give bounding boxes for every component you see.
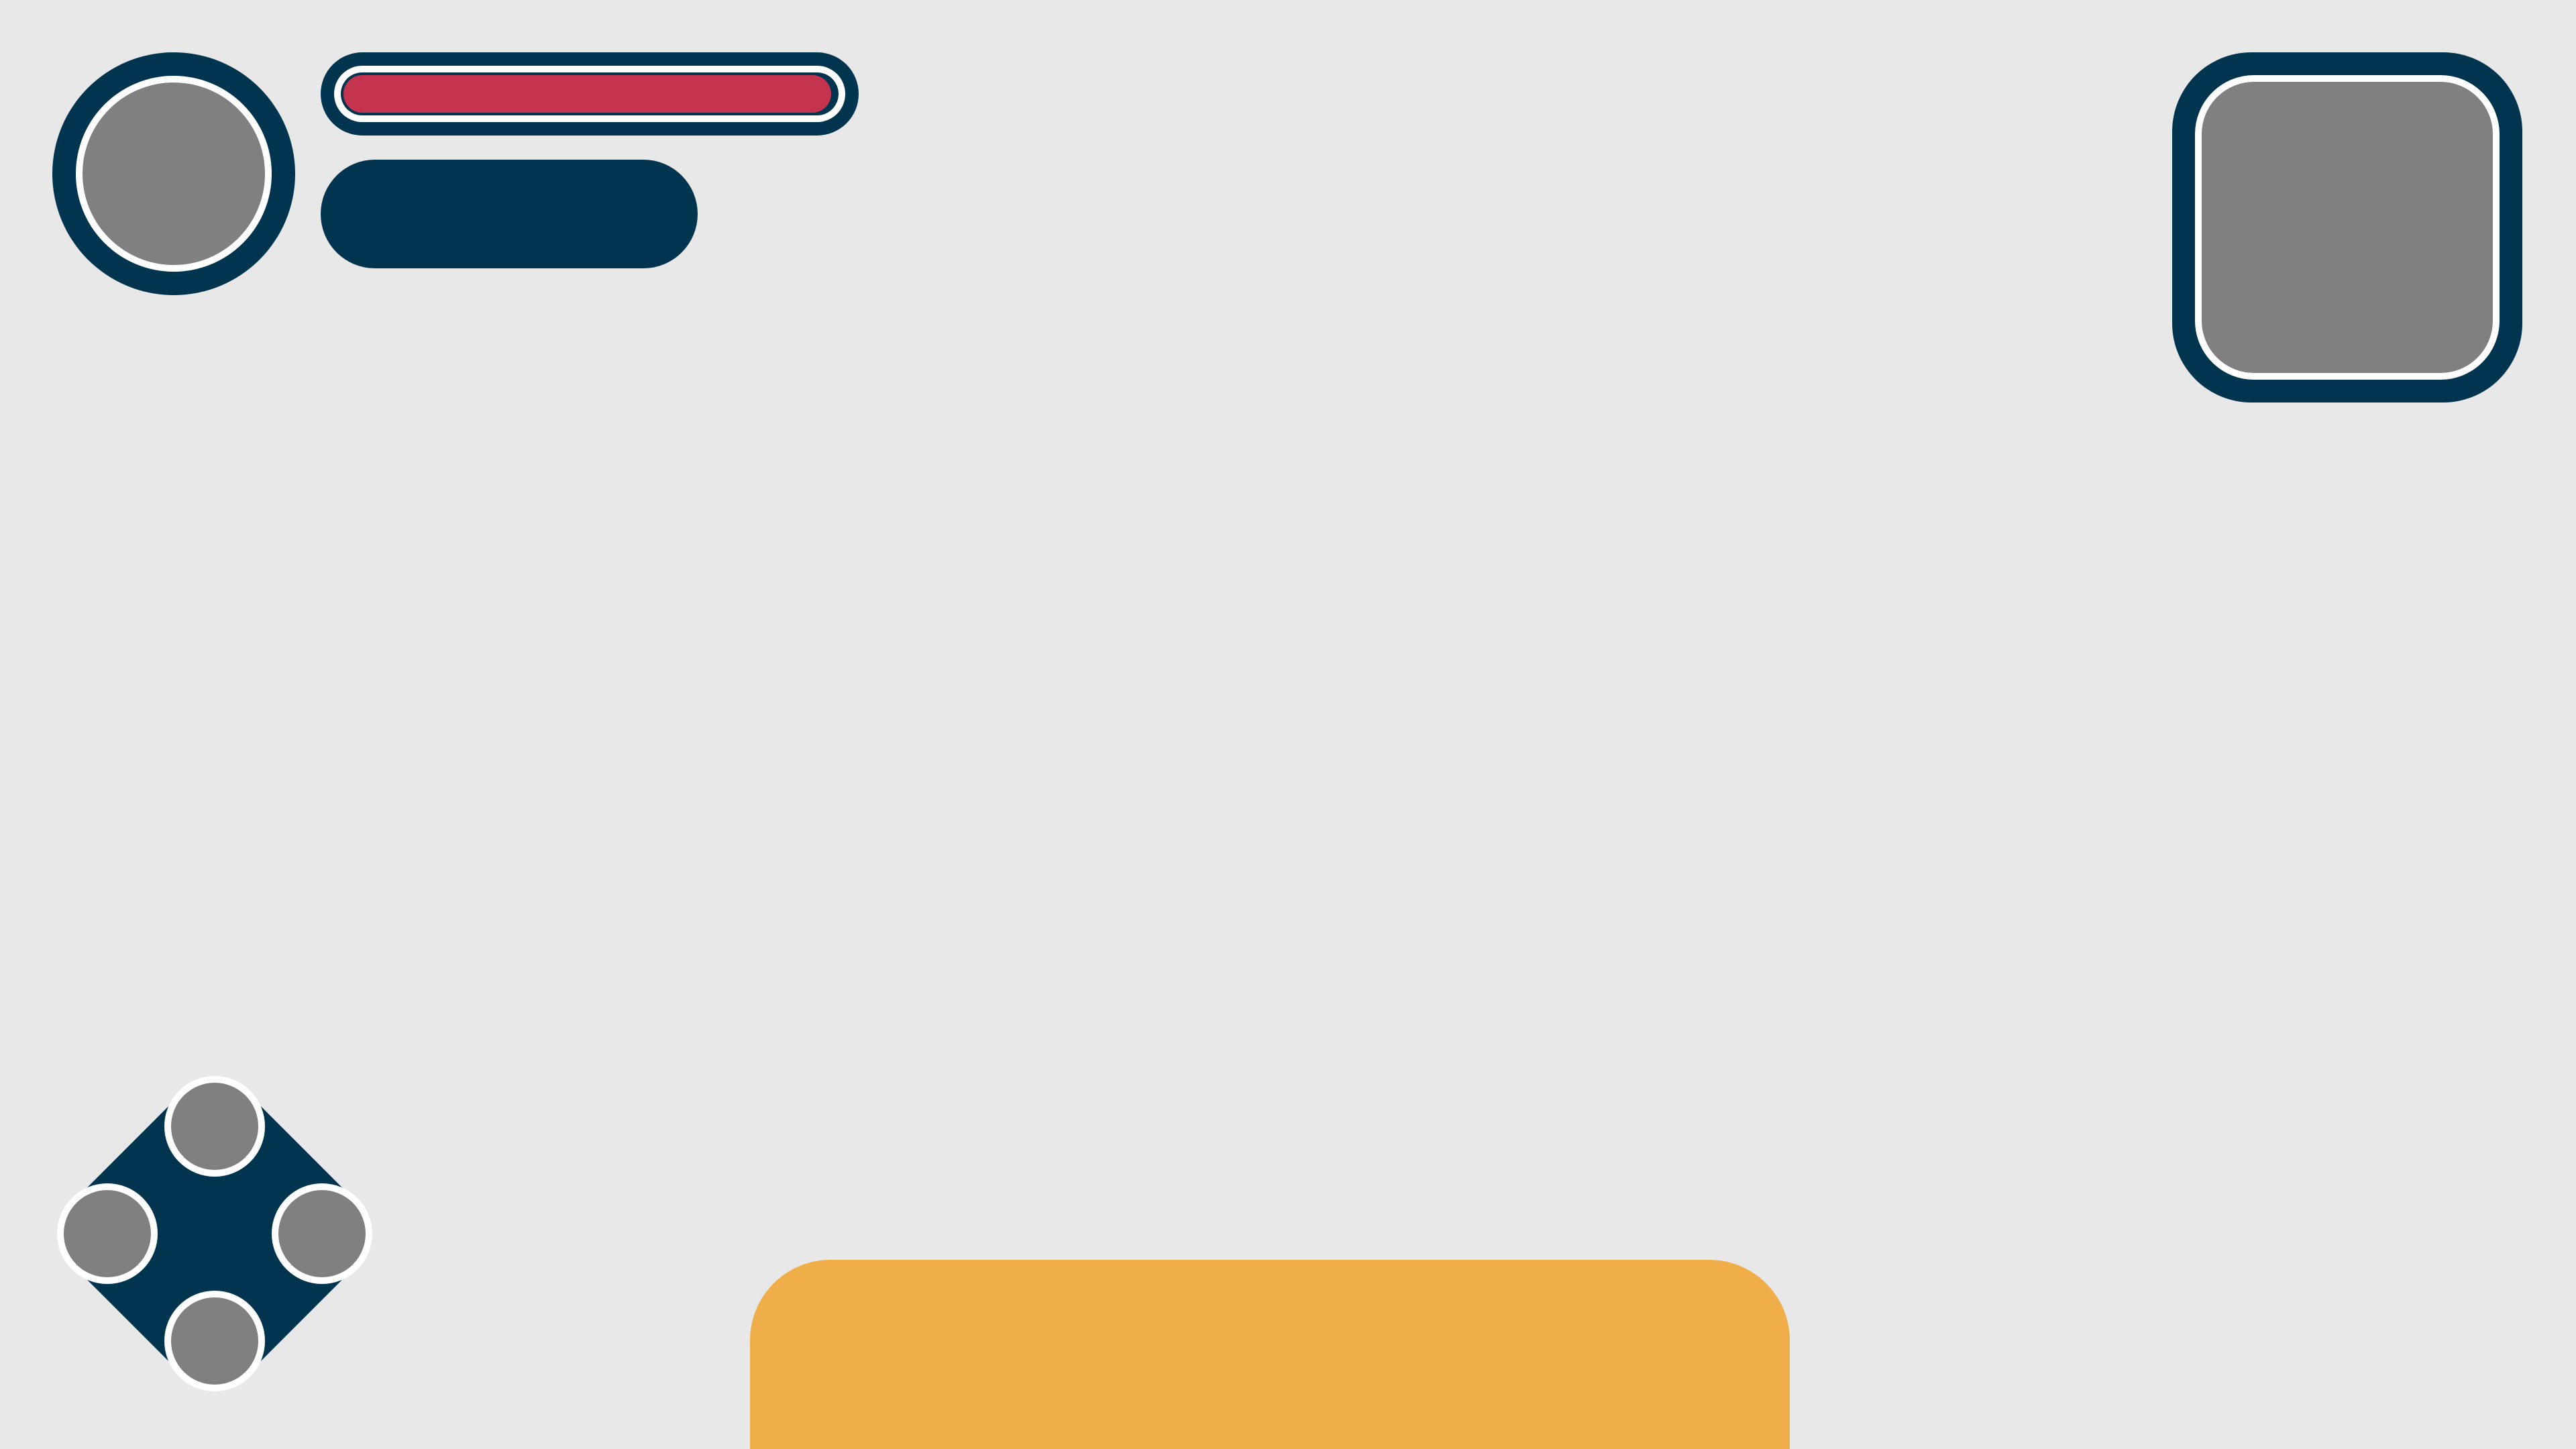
- action-cluster-graphic: [57, 1076, 372, 1391]
- minimap[interactable]: [2195, 75, 2500, 380]
- resource-bar: [321, 160, 698, 268]
- action-cluster-base: [59, 1078, 370, 1389]
- action-button-right[interactable]: [272, 1183, 372, 1284]
- action-button-left[interactable]: [57, 1183, 158, 1284]
- action-button-cluster: [40, 1059, 390, 1409]
- health-bar: [341, 72, 839, 115]
- action-button-bottom[interactable]: [164, 1291, 265, 1391]
- health-bar-fill: [343, 75, 831, 113]
- bottom-panel[interactable]: [750, 1260, 1790, 1449]
- action-button-top[interactable]: [164, 1076, 265, 1177]
- player-avatar[interactable]: [76, 76, 272, 272]
